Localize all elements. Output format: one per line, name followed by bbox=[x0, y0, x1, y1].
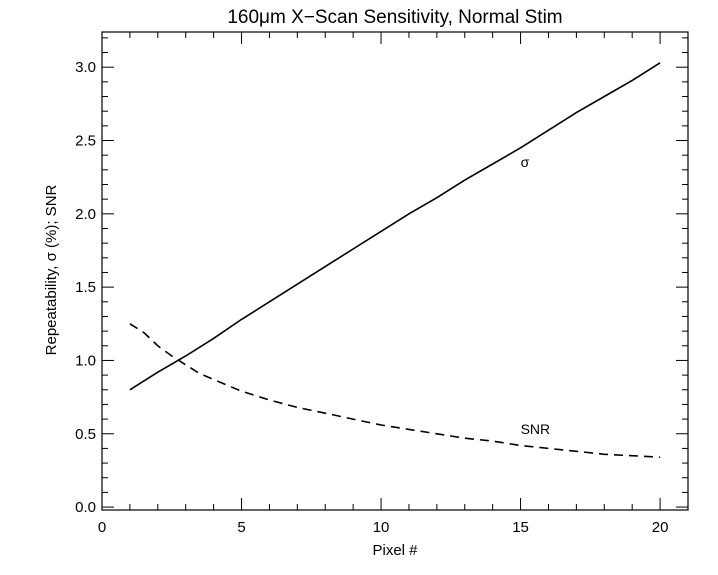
series-label-snr: SNR bbox=[521, 421, 551, 437]
series-line-sigma bbox=[129, 62, 661, 391]
series-labels: σ SNR bbox=[521, 154, 551, 437]
y-tick-label: 3.0 bbox=[75, 59, 96, 76]
x-axis-label: Pixel # bbox=[372, 542, 418, 559]
axis-tick-labels: 0 5 10 15 20 0.0 0.5 1.0 1.5 2.0 2.5 3.0 bbox=[75, 59, 668, 536]
y-tick-label: 1.0 bbox=[75, 352, 96, 369]
series-label-sigma: σ bbox=[521, 154, 530, 170]
y-tick-label: 0.5 bbox=[75, 426, 96, 443]
y-axis-label: Repeatability, σ (%); SNR bbox=[43, 184, 60, 355]
plot-area bbox=[101, 31, 689, 511]
y-tick-label: 2.0 bbox=[75, 206, 96, 223]
chart-title: 160μm X−Scan Sensitivity, Normal Stim bbox=[227, 7, 562, 28]
series-line-snr bbox=[129, 323, 661, 458]
y-tick-label: 1.5 bbox=[75, 279, 96, 296]
axis-ticks bbox=[101, 32, 688, 510]
x-tick-label: 10 bbox=[373, 519, 390, 536]
y-tick-label: 2.5 bbox=[75, 133, 96, 150]
plot-frame bbox=[101, 31, 689, 511]
x-tick-label: 0 bbox=[98, 519, 106, 536]
x-tick-label: 20 bbox=[652, 519, 669, 536]
x-tick-label: 5 bbox=[237, 519, 245, 536]
x-tick-label: 15 bbox=[512, 519, 529, 536]
y-tick-label: 0.0 bbox=[75, 499, 96, 516]
series-lines bbox=[129, 62, 661, 458]
